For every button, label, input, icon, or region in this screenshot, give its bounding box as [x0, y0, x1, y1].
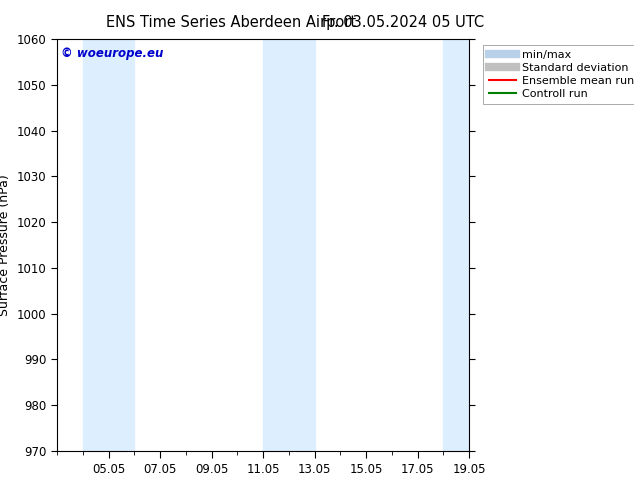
Text: ENS Time Series Aberdeen Airport: ENS Time Series Aberdeen Airport — [107, 15, 356, 30]
Text: © woeurope.eu: © woeurope.eu — [61, 48, 164, 60]
Bar — [263, 39, 314, 451]
Bar — [83, 39, 134, 451]
Legend: min/max, Standard deviation, Ensemble mean run, Controll run: min/max, Standard deviation, Ensemble me… — [483, 45, 634, 104]
Bar — [443, 39, 469, 451]
Y-axis label: Surface Pressure (hPa): Surface Pressure (hPa) — [0, 174, 11, 316]
Text: Fr. 03.05.2024 05 UTC: Fr. 03.05.2024 05 UTC — [321, 15, 484, 30]
